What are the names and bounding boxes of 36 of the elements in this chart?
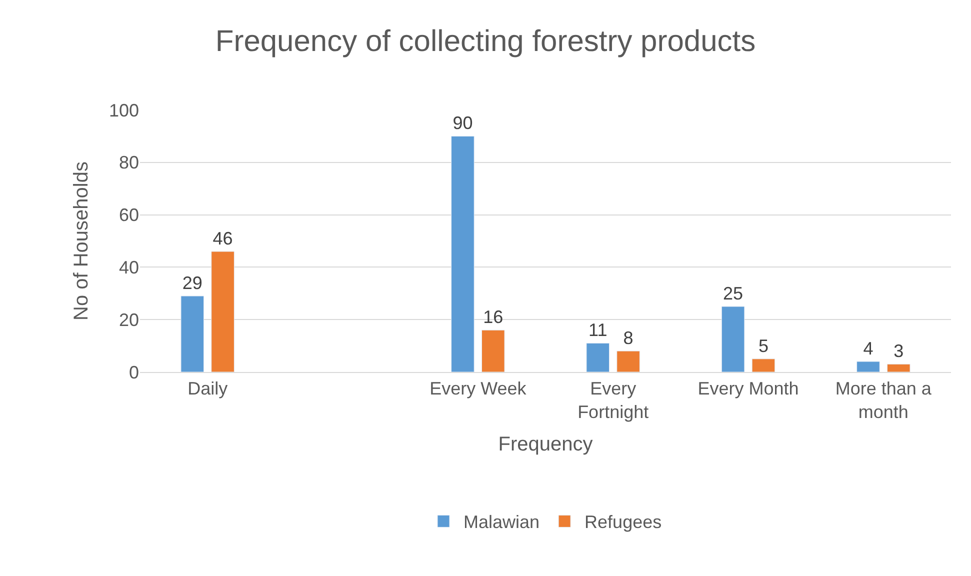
- data-label: 3: [894, 341, 904, 362]
- y-tick-label: 0: [128, 362, 139, 382]
- bar: [451, 136, 474, 372]
- data-label: 8: [623, 328, 634, 348]
- x-tick-label: More than a month: [835, 378, 932, 422]
- legend-label: Malawian: [464, 512, 540, 532]
- y-tick-label: 60: [118, 205, 139, 226]
- data-label: 29: [182, 273, 202, 294]
- bar: [752, 358, 776, 372]
- chart-title: Frequency of collecting forestry products: [215, 24, 756, 58]
- bar: [616, 350, 640, 372]
- bar: [856, 361, 880, 372]
- x-axis-title: Frequency: [498, 434, 593, 456]
- bar: [886, 364, 910, 372]
- bar: [481, 330, 505, 372]
- bar: [721, 306, 745, 372]
- x-tick-label: Every Month: [698, 378, 799, 399]
- bar: [180, 296, 204, 372]
- x-tick-label: Daily: [188, 378, 228, 399]
- x-tick-label: Every Fortnight: [578, 378, 649, 422]
- data-label: 5: [758, 336, 768, 356]
- data-label: 4: [863, 338, 874, 359]
- y-tick-label: 80: [118, 152, 139, 173]
- y-tick-label: 100: [108, 100, 139, 120]
- legend-label: Refugees: [584, 512, 662, 532]
- data-label: 25: [723, 284, 744, 304]
- y-tick-label: 20: [118, 310, 139, 330]
- data-label: 16: [483, 307, 504, 328]
- bar: [211, 251, 234, 372]
- y-tick-label: 40: [118, 258, 139, 278]
- bar: [586, 342, 610, 372]
- x-tick-label: Every Week: [430, 378, 528, 399]
- data-label: 11: [588, 320, 608, 340]
- y-axis-title: No of Households: [70, 162, 92, 320]
- data-label: 46: [212, 228, 233, 248]
- data-label: 90: [452, 113, 473, 134]
